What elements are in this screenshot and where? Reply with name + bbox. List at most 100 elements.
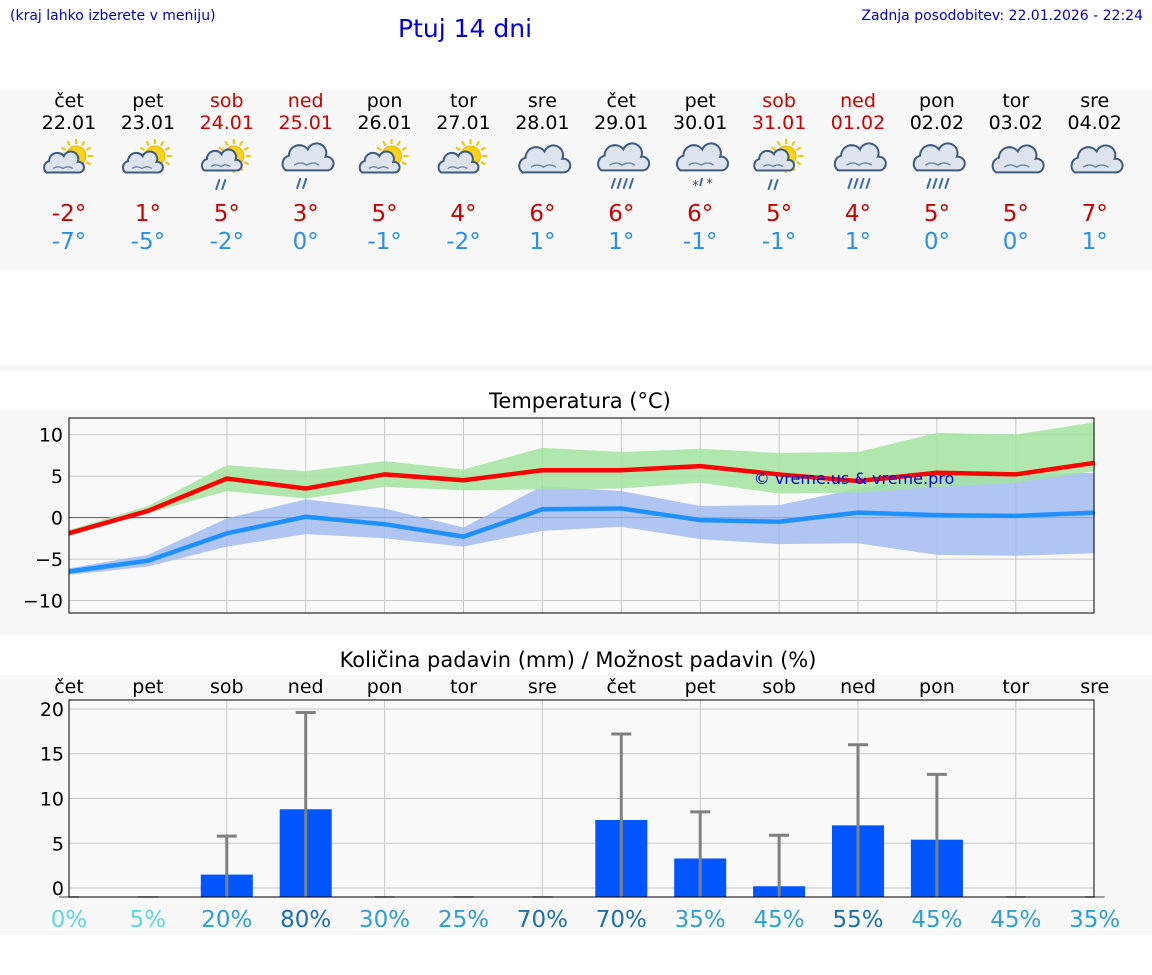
forecast-day: sob	[762, 90, 796, 112]
forecast-day: sre	[1080, 90, 1109, 112]
precipitation-ytick: 15	[40, 744, 64, 766]
forecast-tmax: 5°	[766, 201, 792, 227]
precipitation-day-label: pon	[919, 676, 955, 698]
precipitation-day-label: čet	[54, 676, 84, 698]
forecast-date: 22.01	[42, 112, 96, 134]
forecast-tmax: 5°	[924, 201, 950, 227]
forecast-day: čet	[607, 90, 637, 112]
sun-cloud-icon	[358, 139, 409, 174]
precipitation-probability: 45%	[754, 907, 805, 933]
forecast-tmin: -7°	[52, 229, 86, 255]
forecast-date: 31.01	[752, 112, 806, 134]
tmax-point	[384, 473, 386, 475]
cloud-sleet-icon: * *	[676, 142, 729, 194]
precipitation-probability: 80%	[280, 907, 331, 933]
tmax-series-line	[68, 460, 1096, 536]
precipitation-probability: 35%	[1069, 907, 1120, 933]
temperature-title: Temperatura (°C)	[488, 389, 671, 413]
tmin-point	[620, 507, 622, 509]
precipitation-ytick: 20	[40, 699, 64, 721]
sun-cloud-icon	[437, 139, 488, 174]
cloud-heavy-rain-icon	[912, 142, 966, 189]
precipitation-day-label: tor	[450, 676, 477, 698]
forecast-tmax: 5°	[1003, 201, 1029, 227]
forecast-tmax: 4°	[845, 201, 871, 227]
forecast-date: 23.01	[121, 112, 175, 134]
tmin-point	[226, 532, 228, 534]
forecast-day: sob	[210, 90, 244, 112]
tmin-point	[463, 536, 464, 538]
forecast-date: 28.01	[515, 112, 569, 134]
forecast-date: 01.02	[831, 112, 885, 134]
forecast-tmax: 4°	[450, 201, 476, 227]
tmax-point	[541, 469, 543, 471]
forecast-tmin: -1°	[367, 229, 401, 255]
cloud-rain-icon	[281, 142, 335, 189]
precipitation-day-label: pet	[685, 676, 716, 698]
precipitation-ytick: 5	[52, 833, 64, 855]
temperature-ytick: 10	[39, 425, 63, 447]
forecast-panel	[0, 90, 1152, 270]
precipitation-title: Količina padavin (mm) / Možnost padavin …	[340, 648, 817, 672]
precipitation-day-label: sob	[210, 676, 244, 698]
forecast-day: pet	[132, 90, 163, 112]
forecast-tmax: 5°	[214, 201, 240, 227]
forecast-tmin: 0°	[924, 229, 950, 255]
last-updated: Zadnja posodobitev: 22.01.2026 - 22:24	[861, 8, 1143, 24]
tmax-point	[778, 473, 780, 475]
tmax-range-band	[69, 422, 1095, 532]
precipitation-probability: 25%	[438, 907, 489, 933]
forecast-tmax: 6°	[608, 201, 634, 227]
precipitation-day-label: pet	[132, 676, 163, 698]
forecast-date: 27.01	[436, 112, 490, 134]
tmin-point	[305, 516, 307, 518]
forecast-day: tor	[450, 90, 477, 112]
sun-cloud-rain-icon	[200, 139, 251, 190]
forecast-tmin: -5°	[131, 229, 165, 255]
precipitation-probability: 5%	[130, 907, 167, 933]
forecast-tmin: -2°	[210, 229, 244, 255]
tmin-point	[541, 508, 543, 510]
precipitation-probability: 45%	[990, 907, 1041, 933]
tmax-point	[857, 480, 859, 482]
tmax-point	[936, 472, 938, 474]
tmax-point	[699, 465, 701, 467]
forecast-date: 25.01	[278, 112, 332, 134]
tmin-point	[778, 521, 780, 523]
forecast-tmax: 6°	[687, 201, 713, 227]
precipitation-probability: 45%	[911, 907, 962, 933]
tmin-point	[699, 519, 701, 521]
menu-hint: (kraj lahko izberete v meniju)	[10, 8, 216, 24]
forecast-tmax: 5°	[372, 201, 398, 227]
svg-text:*: *	[706, 177, 713, 192]
precipitation-day-label: sob	[762, 676, 796, 698]
cloud-icon	[518, 144, 572, 174]
forecast-date: 26.01	[357, 112, 411, 134]
forecast-tmax: 1°	[135, 201, 161, 227]
temperature-ytick: −10	[23, 591, 63, 613]
forecast-tmax: 6°	[529, 201, 555, 227]
precipitation-day-label: ned	[288, 676, 324, 698]
forecast-day: čet	[54, 90, 84, 112]
precipitation-probability: 70%	[517, 907, 568, 933]
forecast-date: 04.02	[1067, 112, 1121, 134]
page-title: Ptuj 14 dni	[398, 14, 533, 43]
cloud-heavy-rain-icon	[833, 142, 887, 189]
tmin-range-band	[69, 472, 1095, 575]
cloud-icon	[1070, 144, 1124, 174]
tmin-point	[147, 560, 149, 562]
forecast-date: 30.01	[673, 112, 727, 134]
precipitation-day-label: sre	[1080, 676, 1109, 698]
forecast-tmin: 1°	[1082, 229, 1108, 255]
precipitation-day-label: tor	[1002, 676, 1029, 698]
precipitation-day-label: sre	[528, 676, 557, 698]
sun-cloud-rain-icon	[753, 139, 804, 190]
forecast-tmin: 1°	[608, 229, 634, 255]
forecast-tmax: 3°	[293, 201, 319, 227]
forecast-tmin: 1°	[845, 229, 871, 255]
forecast-tmin: -2°	[446, 229, 480, 255]
forecast-date: 03.02	[989, 112, 1043, 134]
tmax-point	[226, 478, 228, 480]
cloud-heavy-rain-icon	[597, 142, 651, 189]
tmin-series-line	[68, 506, 1095, 574]
